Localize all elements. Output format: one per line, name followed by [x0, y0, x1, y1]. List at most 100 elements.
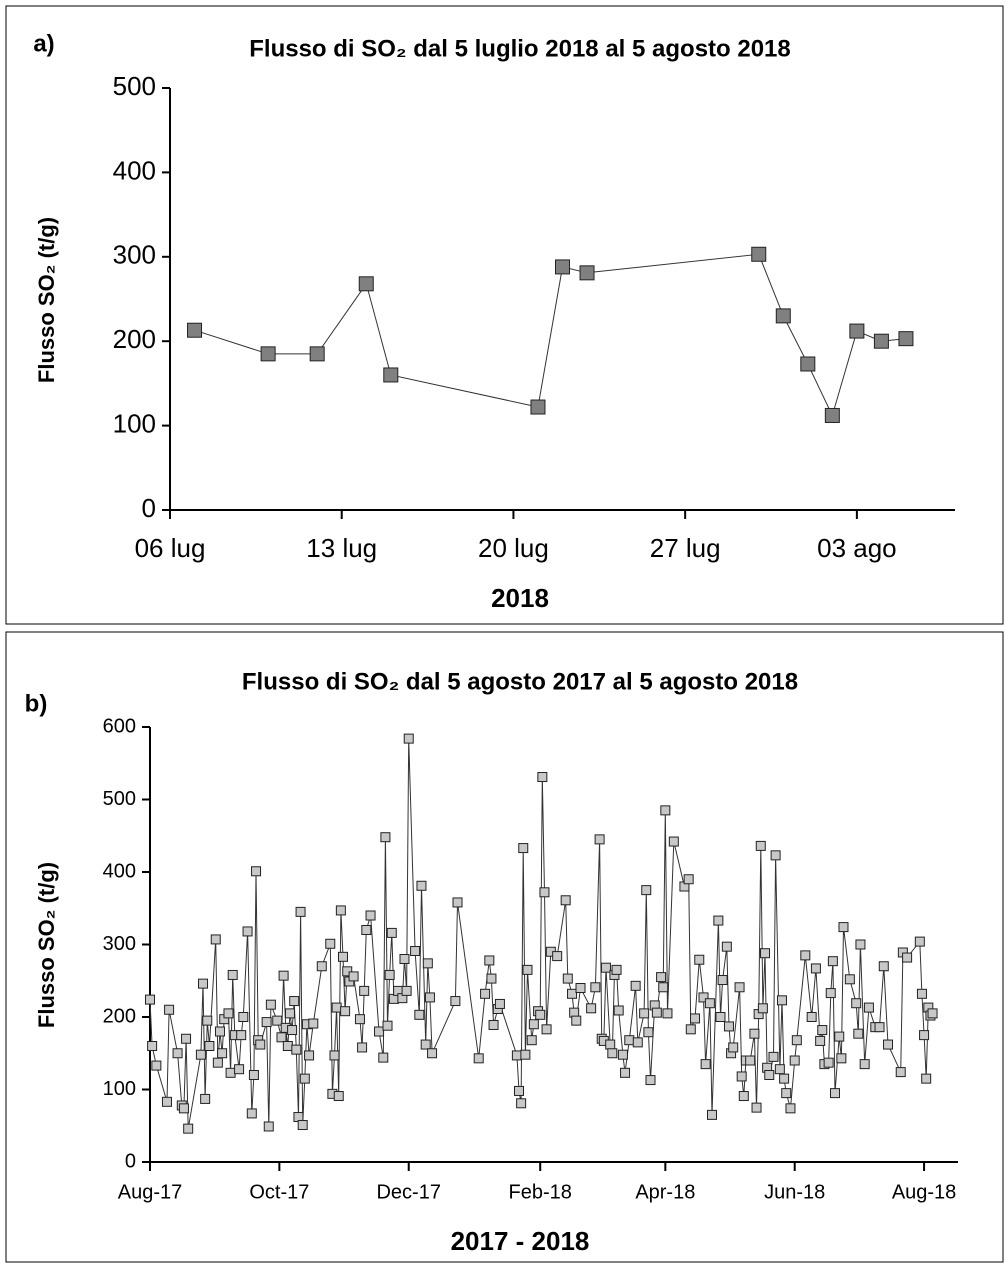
- data-point: [791, 1035, 802, 1046]
- data-point: [541, 1024, 552, 1035]
- y-tick-label: 0: [125, 1150, 136, 1172]
- data-point: [683, 874, 694, 885]
- data-point: [874, 1022, 885, 1033]
- data-point: [535, 1009, 546, 1020]
- data-point: [520, 1049, 531, 1060]
- data-point: [522, 964, 533, 975]
- data-point: [236, 1030, 247, 1041]
- data-point: [757, 1003, 768, 1014]
- data-point: [484, 955, 495, 966]
- y-tick-label: 400: [103, 860, 136, 882]
- data-point: [335, 905, 346, 916]
- data-point: [624, 1035, 635, 1046]
- y-tick-label: 300: [103, 933, 136, 955]
- data-point: [202, 1015, 213, 1026]
- data-point: [760, 948, 771, 959]
- data-point: [450, 996, 461, 1007]
- data-point: [853, 1028, 864, 1039]
- data-point: [555, 259, 570, 275]
- data-point: [200, 1093, 211, 1104]
- data-point: [382, 1020, 393, 1031]
- panel-label: a): [33, 30, 54, 57]
- data-point: [806, 1012, 817, 1022]
- data-point: [223, 1008, 234, 1019]
- data-point: [817, 1025, 828, 1036]
- y-tick-label: 100: [113, 408, 156, 438]
- data-point: [668, 836, 679, 847]
- y-axis-title: Flusso SO₂ (t/g): [34, 217, 59, 383]
- data-point: [785, 1103, 796, 1114]
- data-point: [651, 1007, 662, 1018]
- data-point: [261, 1017, 272, 1028]
- data-point: [424, 992, 435, 1003]
- data-point: [825, 988, 836, 999]
- data-point: [299, 1073, 310, 1084]
- data-point: [575, 983, 586, 993]
- panel-border: [5, 5, 1004, 625]
- data-point: [662, 1008, 673, 1019]
- data-point: [204, 1041, 215, 1051]
- data-point: [594, 834, 605, 845]
- data-point: [562, 973, 573, 984]
- data-point: [361, 925, 372, 935]
- data-point: [764, 1070, 775, 1080]
- data-point: [242, 926, 253, 937]
- data-point: [641, 885, 652, 896]
- data-point: [855, 939, 866, 950]
- data-point: [660, 805, 671, 816]
- data-point: [715, 1012, 726, 1022]
- data-point: [289, 996, 300, 1007]
- data-point: [246, 1108, 257, 1119]
- data-point: [342, 966, 353, 977]
- data-point: [183, 1123, 194, 1134]
- data-point: [919, 1030, 930, 1041]
- data-point: [779, 1073, 790, 1084]
- data-point: [195, 1049, 206, 1060]
- data-point: [276, 1032, 287, 1043]
- data-point: [358, 276, 374, 292]
- data-point: [781, 1088, 792, 1099]
- data-point: [927, 1008, 938, 1019]
- x-tick-label: 06 lug: [135, 533, 206, 563]
- x-tick-label: Apr-18: [635, 1181, 695, 1203]
- data-point: [823, 1057, 834, 1068]
- data-point: [337, 951, 348, 962]
- data-point: [263, 1121, 274, 1132]
- data-point: [834, 1031, 845, 1042]
- data-point: [248, 1070, 259, 1080]
- data-point: [386, 927, 397, 938]
- data-point: [617, 1049, 628, 1060]
- data-point: [217, 1048, 228, 1059]
- data-point: [401, 985, 412, 996]
- data-point: [225, 1067, 236, 1078]
- data-point: [260, 346, 276, 362]
- panel-border: [5, 631, 1004, 1263]
- data-point: [690, 1013, 701, 1024]
- data-point: [316, 961, 327, 972]
- data-point: [528, 1019, 539, 1030]
- data-point: [656, 972, 667, 983]
- data-line: [194, 253, 906, 417]
- data-point: [488, 1019, 499, 1030]
- data-point: [234, 1064, 245, 1075]
- data-point: [916, 988, 927, 999]
- data-point: [494, 998, 505, 1009]
- data-point: [844, 974, 855, 985]
- data-point: [210, 934, 221, 945]
- data-point: [251, 866, 262, 877]
- data-point: [611, 964, 622, 975]
- x-tick-label: Aug-18: [892, 1181, 957, 1203]
- data-point: [359, 985, 370, 996]
- data-point: [308, 1018, 319, 1029]
- y-tick-label: 400: [113, 155, 156, 185]
- data-point: [539, 887, 550, 898]
- data-point: [630, 980, 641, 991]
- data-point: [815, 1035, 826, 1046]
- data-point: [147, 1041, 158, 1051]
- data-point: [849, 323, 865, 339]
- data-point: [859, 1059, 870, 1070]
- y-tick-label: 200: [103, 1005, 136, 1027]
- data-point: [514, 1085, 525, 1096]
